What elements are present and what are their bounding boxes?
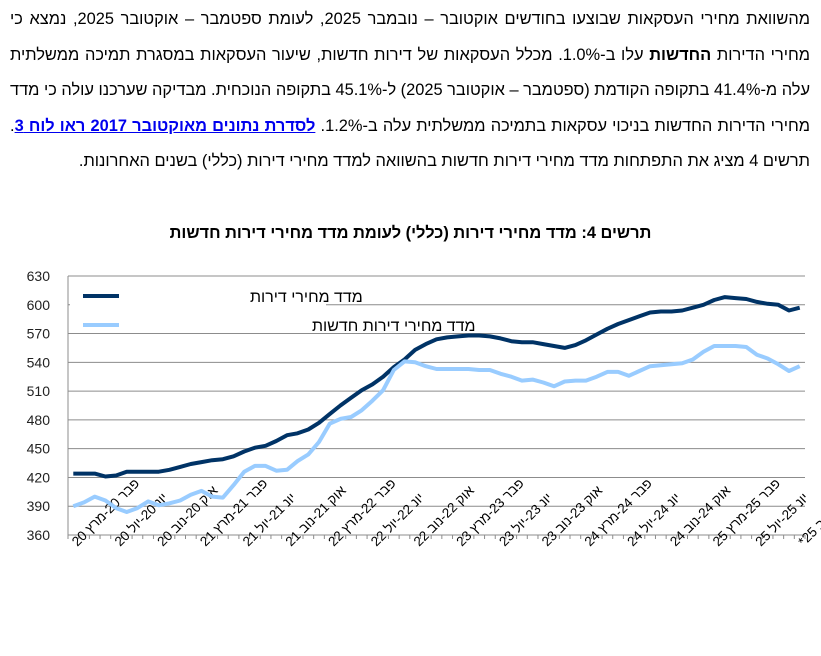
y-tick-label: 420 <box>27 469 51 485</box>
y-tick-label: 450 <box>27 441 51 457</box>
y-tick-label: 630 <box>27 268 51 284</box>
data-series-link[interactable]: לסדרת נתונים מאוקטובר 2017 ראו לוח 3 <box>14 116 316 135</box>
legend-label: מדד מחירי דירות <box>250 289 363 306</box>
y-tick-label: 540 <box>27 354 51 370</box>
y-tick-label: 480 <box>27 412 51 428</box>
paragraph-text-3: . תרשים 4 מציג את התפתחות מדד מחירי דירו… <box>10 116 810 171</box>
chart-title: תרשים 4: מדד מחירי דירות (כללי) לעומת מד… <box>169 224 652 242</box>
body-paragraph: מהשוואת מחירי העסקאות שבוצעו בחודשים אוק… <box>10 2 810 180</box>
y-tick-label: 390 <box>27 498 51 514</box>
series-line <box>72 344 801 514</box>
legend-label: מדד מחירי דירות חדשות <box>312 318 476 335</box>
y-tick-label: 360 <box>27 527 51 543</box>
y-tick-label: 510 <box>27 383 51 399</box>
x-tick-label: אוק 25-נוב 25* <box>795 479 821 549</box>
paragraph-text-1: מהשוואת מחירי העסקאות שבוצעו בחודשים אוק… <box>10 10 811 64</box>
paragraph-bold: החדשות <box>649 45 712 64</box>
y-tick-label: 570 <box>27 326 51 342</box>
y-tick-label: 600 <box>27 297 51 313</box>
paragraph-text-2: עלו ב-1.0%. מכלל העסקאות של דירות חדשות,… <box>9 45 811 135</box>
